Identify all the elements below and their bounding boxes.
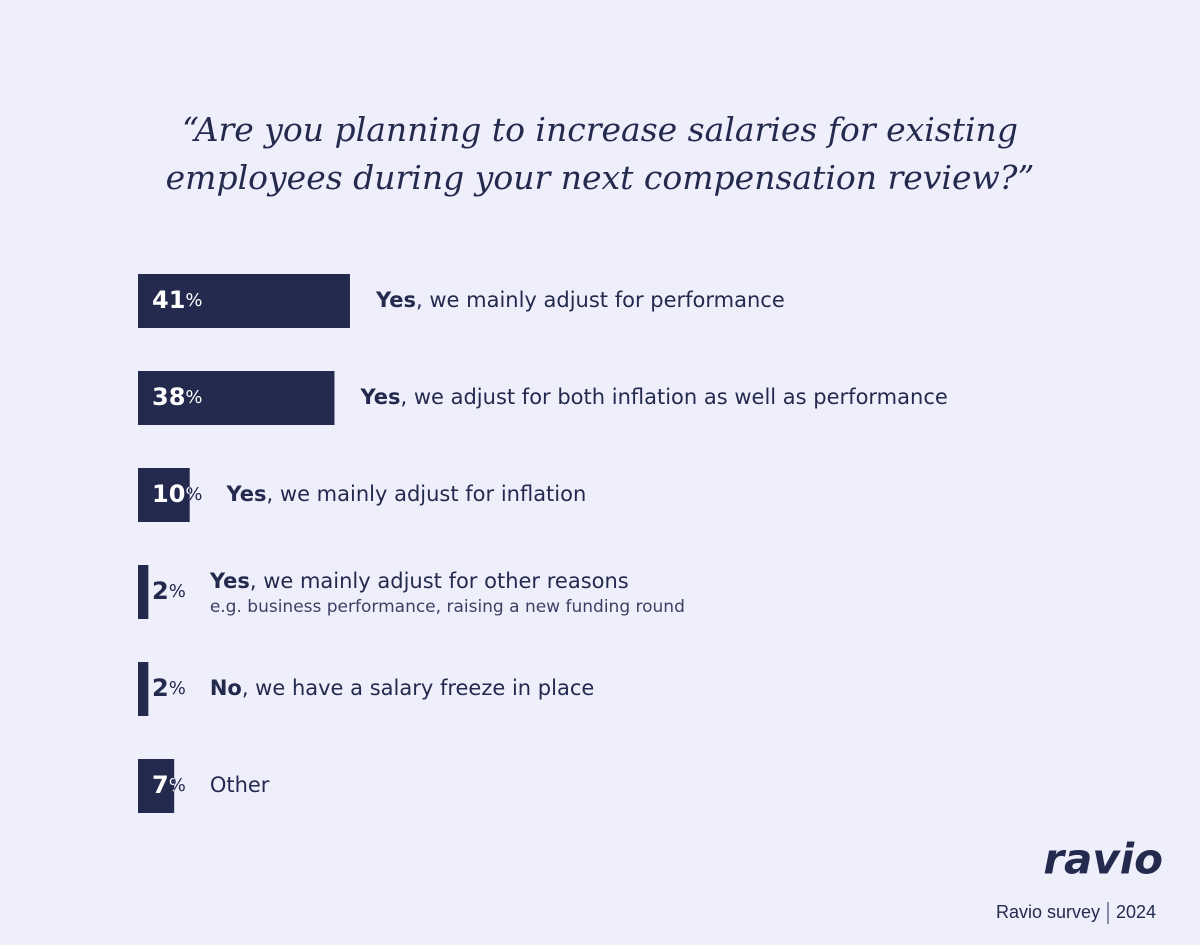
year: 2024 <box>1116 902 1156 922</box>
logo: ravio <box>1043 835 1163 884</box>
source: Ravio survey <box>996 902 1100 922</box>
chart-title: “Are you planning to increase salaries f… <box>165 110 1035 197</box>
category-label: Yes, we mainly adjust for performance <box>375 288 785 312</box>
category-label: Other <box>210 773 270 797</box>
category-label: Yes, we mainly adjust for other reasons <box>209 569 629 593</box>
bar <box>138 371 335 425</box>
bar <box>138 565 149 619</box>
value-label: 2% <box>152 577 186 605</box>
value-label: 10% <box>152 480 203 508</box>
category-label: Yes, we mainly adjust for inflation <box>226 482 587 506</box>
value-label: 7% <box>152 771 186 799</box>
value-label: 2% <box>152 674 186 702</box>
category-note: e.g. business performance, raising a new… <box>210 597 685 617</box>
value-label: 41% <box>152 286 203 314</box>
bar <box>138 468 190 522</box>
value-label: 38% <box>152 383 203 411</box>
bar <box>138 759 175 813</box>
category-label: Yes, we adjust for both inflation as wel… <box>359 385 947 409</box>
bar <box>138 662 149 716</box>
category-label: No, we have a salary freeze in place <box>210 676 594 700</box>
bar <box>138 274 350 328</box>
